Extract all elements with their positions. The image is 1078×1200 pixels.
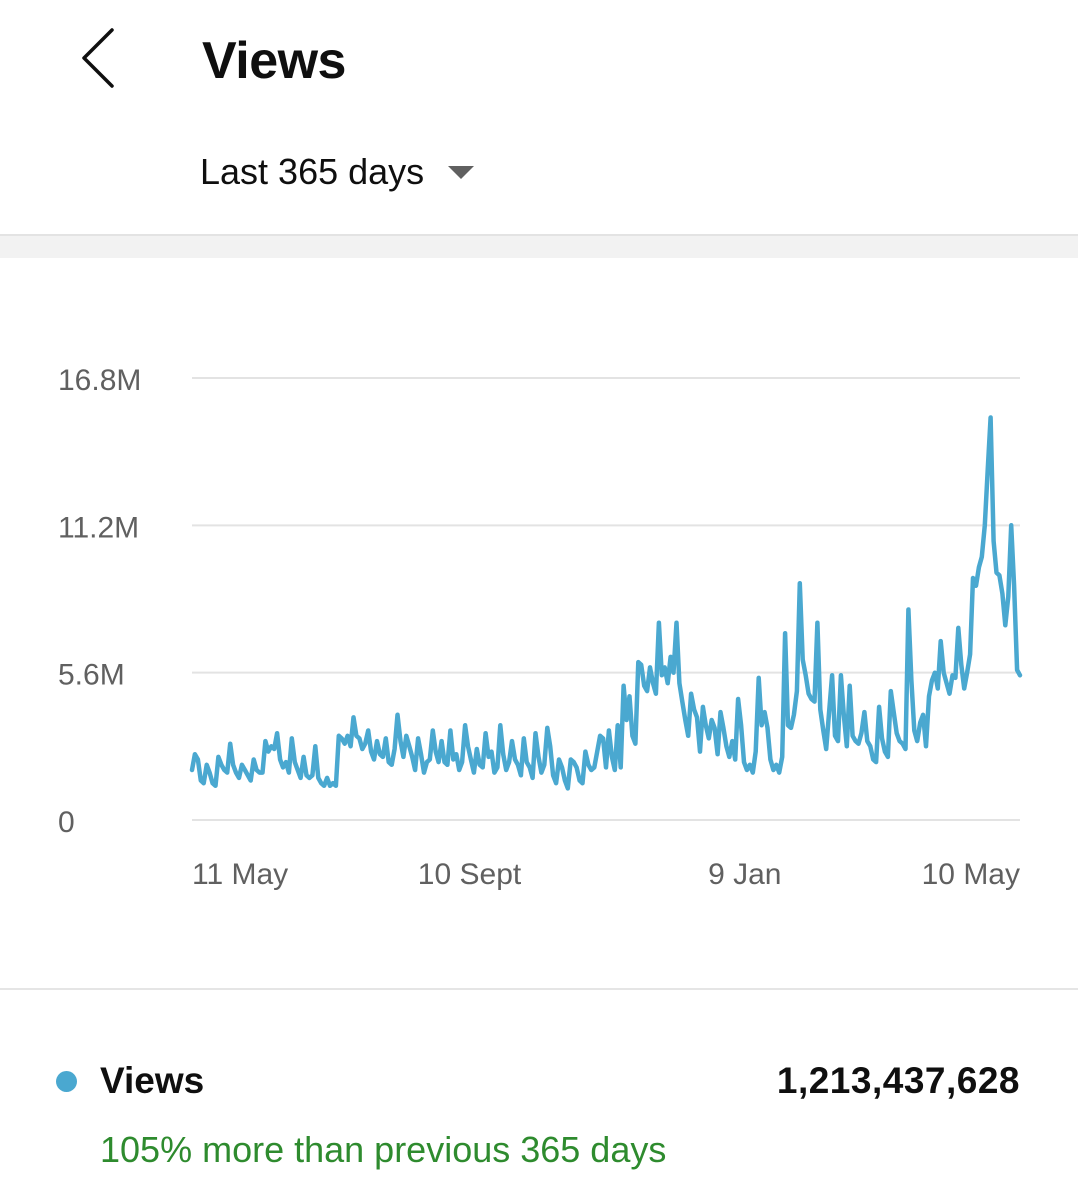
x-tick-label: 10 Sept [418, 858, 522, 891]
caret-down-icon [448, 165, 475, 179]
y-tick-label: 16.8M [58, 364, 141, 397]
views-total: 1,213,437,628 [776, 1060, 1020, 1101]
grid-lines [192, 377, 1020, 821]
x-tick-label: 9 Jan [708, 858, 781, 891]
x-axis-ticks: 11 May 10 Sept 9 Jan 10 May [192, 858, 1020, 891]
views-chart: 16.8M 11.2M 5.6M 0 11 May 10 Sept 9 Jan 10 May [0, 258, 1078, 988]
section-separator [0, 234, 1078, 258]
page-title: Views [202, 32, 346, 90]
header: Views Last 365 days [0, 0, 1078, 234]
legend-row: Views 1,213,437,628 [0, 1050, 1078, 1110]
chevron-left-icon [82, 28, 114, 88]
y-axis-ticks: 16.8M 11.2M 5.6M 0 [58, 364, 141, 839]
period-dropdown[interactable]: Last 365 days [200, 146, 475, 198]
back-button[interactable] [66, 24, 136, 94]
line-chart: 16.8M 11.2M 5.6M 0 11 May 10 Sept 9 Jan 10 May [58, 364, 1023, 891]
views-series-line [189, 415, 1023, 791]
y-tick-label: 11.2M [58, 511, 139, 544]
x-tick-label: 11 May [192, 858, 288, 891]
x-tick-label: 10 May [922, 858, 1020, 891]
comparison-text: 105% more than previous 365 days [100, 1129, 667, 1170]
y-tick-label: 5.6M [58, 659, 125, 692]
series-layer [189, 415, 1023, 791]
divider [0, 988, 1078, 990]
series-color-dot [56, 1071, 77, 1092]
period-dropdown-label: Last 365 days [200, 151, 425, 192]
y-tick-label: 0 [58, 806, 75, 839]
legend-label: Views [100, 1060, 205, 1101]
